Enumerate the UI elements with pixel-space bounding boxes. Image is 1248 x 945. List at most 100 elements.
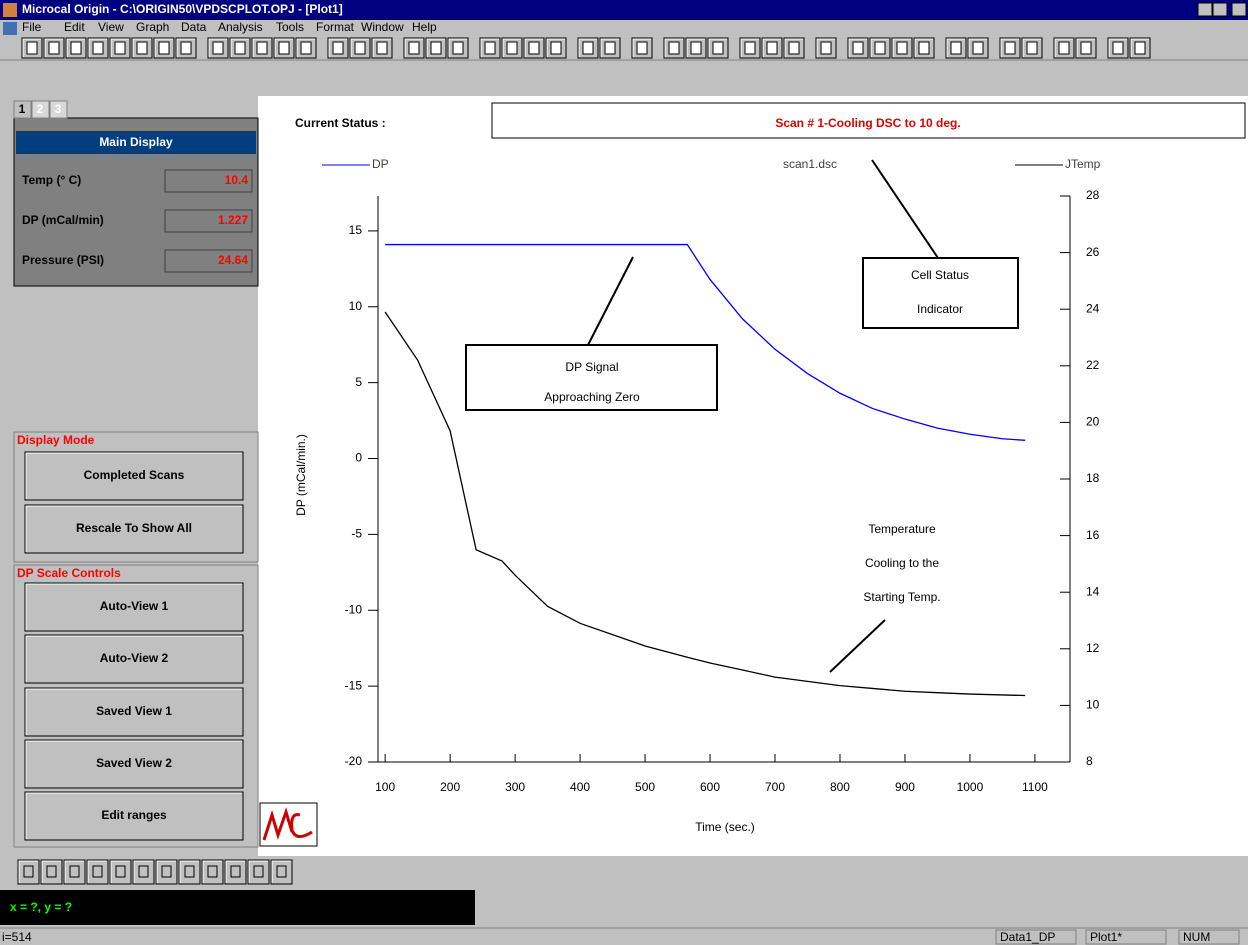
tool-button-highlight: [66, 38, 85, 57]
menu-item[interactable]: Help: [412, 20, 437, 34]
button-highlight: [25, 452, 242, 499]
button[interactable]: [24, 582, 244, 632]
tool-button-highlight: [1130, 38, 1149, 57]
tool-icon: [484, 41, 496, 55]
tool-button-highlight: [784, 38, 803, 57]
draw-tool-icon: [69, 865, 80, 878]
menu-item[interactable]: Analysis: [218, 20, 263, 34]
maximize[interactable]: [1212, 2, 1228, 17]
draw-tool-icon: [230, 865, 241, 878]
draw-tool-icon: [184, 865, 195, 878]
tool-button-highlight: [914, 38, 933, 57]
y-tick-label: 15: [349, 223, 363, 237]
button-highlight: [25, 583, 242, 630]
menu-item[interactable]: Edit: [64, 20, 85, 34]
menu-item[interactable]: View: [98, 20, 124, 34]
y2-tick-label: 28: [1086, 188, 1100, 202]
button[interactable]: [24, 791, 244, 841]
draw-tool-icon: [138, 865, 149, 878]
status-item: i=514: [2, 930, 32, 944]
button[interactable]: [24, 739, 244, 789]
draw-tool[interactable]: [86, 859, 109, 885]
button[interactable]: [24, 451, 244, 501]
draw-tool[interactable]: [155, 859, 178, 885]
tool-icon: [180, 41, 192, 55]
menu-item[interactable]: Tools: [276, 20, 304, 34]
group-title: DP Scale Controls: [17, 566, 121, 580]
tool-button-highlight: [1076, 38, 1095, 57]
button[interactable]: [24, 504, 244, 554]
tool-icon: [528, 41, 540, 55]
draw-tool-icon: [253, 865, 264, 878]
group-title: Display Mode: [17, 433, 95, 447]
title-bar: [0, 0, 1248, 20]
tool-icon: [376, 41, 388, 55]
tool-icon: [212, 41, 224, 55]
tool-button-highlight: [154, 38, 173, 57]
tool-button-highlight: [426, 38, 445, 57]
tool-button-highlight: [230, 38, 249, 57]
y2-tick-label: 12: [1086, 641, 1100, 655]
tool-icon: [332, 41, 344, 55]
tool-button-highlight: [740, 38, 759, 57]
menu-item[interactable]: Window: [361, 20, 404, 34]
menu-item[interactable]: Data: [181, 20, 207, 34]
plot-page: [258, 96, 1248, 856]
x-tick-label: 300: [505, 780, 525, 794]
draw-tool-highlight: [179, 860, 199, 883]
tool-icon: [234, 41, 246, 55]
tool-button-highlight: [132, 38, 151, 57]
tool-icon: [1080, 41, 1092, 55]
button-label: Saved View 2: [96, 756, 172, 770]
tool-button-highlight: [524, 38, 543, 57]
tab[interactable]: [31, 100, 50, 119]
draw-tool[interactable]: [247, 859, 270, 885]
draw-tool[interactable]: [270, 859, 293, 885]
button-label: Auto-View 1: [100, 599, 169, 613]
tool-icon: [712, 41, 724, 55]
field-box: [164, 209, 253, 233]
tool-button-highlight: [350, 38, 369, 57]
annotation-text: DP Signal: [565, 360, 618, 374]
y2-tick-label: 18: [1086, 471, 1100, 485]
chart-title: scan1.dsc: [783, 157, 837, 171]
tool-icon: [788, 41, 800, 55]
draw-tool-highlight: [202, 860, 222, 883]
x-tick-label: 700: [765, 780, 785, 794]
draw-tool[interactable]: [132, 859, 155, 885]
tool-button-highlight: [816, 38, 835, 57]
tool-icon: [918, 41, 930, 55]
field-label: Pressure (PSI): [22, 253, 104, 267]
tab-label: 2: [37, 102, 44, 116]
tab[interactable]: [13, 100, 32, 119]
draw-tool-icon: [161, 865, 172, 878]
draw-tool[interactable]: [40, 859, 63, 885]
menu-item[interactable]: Format: [316, 20, 355, 34]
menu-item[interactable]: Graph: [136, 20, 169, 34]
annotation-text: Indicator: [917, 302, 963, 316]
tool-button-highlight: [968, 38, 987, 57]
tool-icon: [950, 41, 962, 55]
button[interactable]: [24, 634, 244, 684]
field-box: [164, 169, 253, 193]
draw-tool[interactable]: [224, 859, 247, 885]
menu-item[interactable]: File: [22, 20, 42, 34]
draw-tool[interactable]: [17, 859, 40, 885]
x-tick-label: 1100: [1022, 780, 1048, 794]
draw-tool[interactable]: [109, 859, 132, 885]
y-tick-label: 10: [349, 299, 363, 313]
button[interactable]: [24, 687, 244, 737]
draw-tool[interactable]: [178, 859, 201, 885]
tab[interactable]: [49, 100, 68, 119]
tool-button-highlight: [88, 38, 107, 57]
mc-logo-mark: [262, 807, 313, 841]
button-label: Rescale To Show All: [76, 521, 192, 535]
tool-button-highlight: [762, 38, 781, 57]
minimize[interactable]: [1197, 2, 1213, 17]
draw-tool[interactable]: [201, 859, 224, 885]
close[interactable]: [1231, 2, 1247, 17]
draw-tool[interactable]: [63, 859, 86, 885]
x-tick-label: 800: [830, 780, 850, 794]
tool-icon: [690, 41, 702, 55]
